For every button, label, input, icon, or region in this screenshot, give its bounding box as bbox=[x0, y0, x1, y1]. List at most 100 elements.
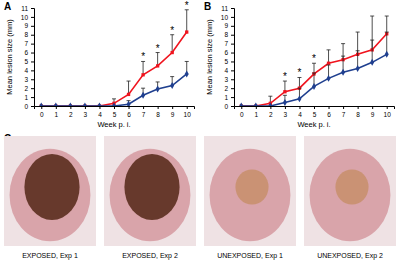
x-tick: 7 bbox=[342, 106, 346, 118]
y-tick: 1 bbox=[224, 94, 234, 101]
error-bar-stem bbox=[186, 10, 187, 32]
x-tick-mark bbox=[85, 106, 86, 109]
marker bbox=[297, 95, 301, 102]
y-tick-label: 0 bbox=[24, 103, 28, 110]
x-tick-mark bbox=[158, 106, 159, 109]
error-bar bbox=[185, 10, 189, 32]
x-axis-line bbox=[35, 107, 195, 110]
y-tick-label: 8 bbox=[224, 31, 228, 38]
y-tick-mark bbox=[31, 88, 34, 89]
photo bbox=[204, 136, 296, 246]
x-tick-label: 4 bbox=[98, 111, 102, 118]
marker bbox=[185, 30, 188, 33]
marker bbox=[268, 103, 272, 106]
x-tick-label: 3 bbox=[284, 111, 288, 118]
x-tick-label: 10 bbox=[184, 111, 192, 118]
error-bar bbox=[141, 61, 145, 74]
error-bar-cap bbox=[385, 32, 389, 33]
error-bar-cap bbox=[356, 32, 360, 33]
y-tick-mark bbox=[231, 44, 234, 45]
y-tick-mark bbox=[31, 61, 34, 62]
y-tick: 6 bbox=[224, 49, 234, 56]
marker bbox=[385, 51, 389, 58]
error-bar-cap bbox=[127, 81, 131, 82]
x-tick-label: 0 bbox=[240, 111, 244, 118]
x-tick: 10 bbox=[184, 106, 192, 118]
chart: 01234567891011012345678910Week p. i.Mean… bbox=[4, 0, 195, 129]
y-tick-mark bbox=[31, 35, 34, 36]
error-bar bbox=[356, 32, 360, 54]
marker bbox=[127, 93, 130, 96]
error-bar bbox=[385, 16, 389, 34]
y-tick-label: 11 bbox=[21, 5, 28, 12]
error-bar-cap bbox=[297, 88, 301, 89]
x-tick-mark bbox=[285, 106, 286, 109]
x-tick-label: 8 bbox=[156, 111, 160, 118]
y-tick: 2 bbox=[24, 85, 34, 92]
plot-area bbox=[39, 10, 188, 106]
significance-mark: * bbox=[156, 43, 160, 54]
photo-caption: UNEXPOSED, Exp 2 bbox=[317, 252, 383, 260]
y-tick: 3 bbox=[224, 76, 234, 83]
x-tick-label: 1 bbox=[255, 111, 259, 118]
marker bbox=[39, 103, 43, 106]
y-tick-label: 1 bbox=[224, 94, 228, 101]
x-tick-mark bbox=[387, 106, 388, 109]
significance-mark: * bbox=[185, 0, 189, 11]
marker bbox=[327, 62, 330, 65]
y-tick-mark bbox=[31, 106, 34, 107]
photo-caption: UNEXPOSED, Exp 1 bbox=[217, 252, 283, 260]
marker bbox=[83, 103, 87, 106]
y-tick-mark bbox=[31, 17, 34, 18]
x-tick: 1 bbox=[55, 106, 59, 118]
y-tick-mark bbox=[231, 97, 234, 98]
photo bbox=[4, 136, 96, 246]
error-bar-stem bbox=[128, 81, 129, 94]
y-tick: 7 bbox=[24, 40, 34, 47]
x-tick-label: 4 bbox=[298, 111, 302, 118]
x-tick-label: 9 bbox=[371, 111, 375, 118]
y-tick-label: 11 bbox=[221, 5, 228, 12]
series bbox=[39, 61, 188, 106]
error-bar-stem bbox=[143, 61, 144, 74]
x-tick-label: 5 bbox=[113, 111, 117, 118]
x-tick: 5 bbox=[113, 106, 117, 118]
x-tick: 7 bbox=[142, 106, 146, 118]
x-tick-label: 2 bbox=[69, 111, 73, 118]
y-tick: 10 bbox=[221, 13, 234, 20]
series-line bbox=[41, 74, 186, 106]
y-tick-label: 9 bbox=[224, 22, 228, 29]
photo-background bbox=[304, 136, 396, 246]
y-tick-label: 2 bbox=[24, 85, 28, 92]
y-tick-mark bbox=[231, 35, 234, 36]
y-tick-mark bbox=[231, 88, 234, 89]
marker bbox=[54, 103, 58, 106]
y-tick-mark bbox=[231, 26, 234, 27]
y-tick-label: 4 bbox=[224, 67, 228, 74]
marker bbox=[254, 103, 258, 106]
marker bbox=[283, 90, 286, 93]
x-tick-label: 7 bbox=[142, 111, 146, 118]
significance-mark: * bbox=[298, 67, 302, 78]
x-tick-mark bbox=[187, 106, 188, 109]
x-tick-mark bbox=[56, 106, 57, 109]
x-tick-label: 7 bbox=[342, 111, 346, 118]
marker bbox=[127, 101, 131, 106]
x-tick: 6 bbox=[327, 106, 331, 118]
panel-c: CEXPOSED, Exp 1EXPOSED, Exp 2UNEXPOSED, … bbox=[4, 133, 396, 260]
photo-tissue bbox=[210, 149, 291, 241]
x-tick: 6 bbox=[127, 106, 131, 118]
error-bar-cap bbox=[370, 16, 374, 17]
x-tick-label: 6 bbox=[127, 111, 131, 118]
photo-background bbox=[4, 136, 96, 246]
marker bbox=[141, 73, 144, 76]
error-bar-cap bbox=[112, 98, 116, 99]
x-tick-label: 8 bbox=[356, 111, 360, 118]
error-bar-cap bbox=[327, 65, 331, 66]
y-tick-mark bbox=[31, 53, 34, 54]
x-tick-mark bbox=[99, 106, 100, 109]
y-axis-title: Mean lesion size (mm) bbox=[205, 19, 214, 95]
y-tick-label: 6 bbox=[224, 49, 228, 56]
error-bar-cap bbox=[312, 73, 316, 74]
y-tick-mark bbox=[231, 8, 234, 9]
